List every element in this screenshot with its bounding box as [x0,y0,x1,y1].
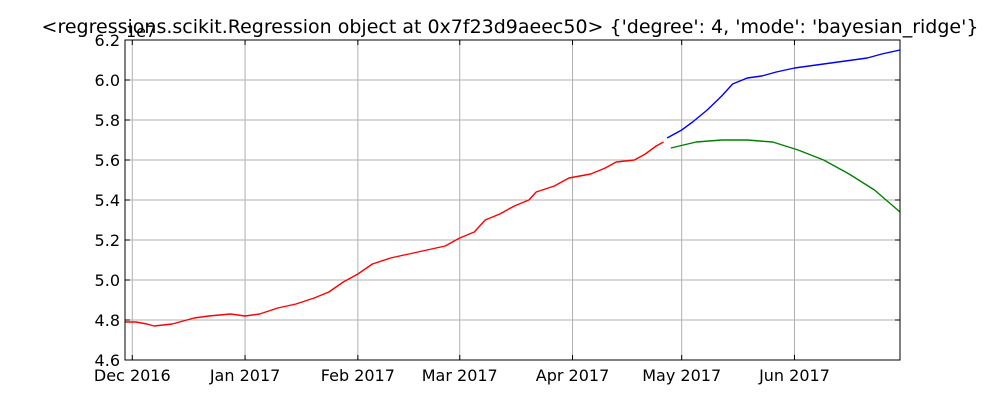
x-tick-label: Mar 2017 [422,366,498,385]
series-line-3 [670,139,901,213]
x-tick-label: May 2017 [642,366,721,385]
y-tick-label: 4.6 [95,351,120,370]
y-tick-label: 4.8 [95,311,120,330]
y-tick-label: 6.0 [95,71,120,90]
y-tick-label: 5.2 [95,231,120,250]
x-tick-label: Dec 2016 [94,366,171,385]
series-line-1 [125,141,664,327]
grid [125,39,900,361]
x-tick-label: Feb 2017 [321,366,395,385]
y-tick-label: 5.4 [95,191,120,210]
offset-label: 1e7 [126,22,156,41]
series-group [125,49,901,327]
chart-title: <regressions.scikit.Regression object at… [42,16,979,38]
y-tick-label: 5.8 [95,111,120,130]
series-line-2 [666,49,901,139]
y-tick-label: 6.2 [95,31,120,50]
x-axis: Dec 2016 Jan 2017 Feb 2017 Mar 2017 Apr 2017… [94,40,830,385]
y-tick-label: 5.0 [95,271,120,290]
x-tick-label: Jun 2017 [758,366,830,385]
y-axis: 4.6 4.8 5.0 5.2 5.4 5.6 5.8 6.0 6.2 [95,31,900,370]
x-tick-label: Jan 2017 [209,366,280,385]
y-tick-label: 5.6 [95,151,120,170]
x-tick-label: Apr 2017 [536,366,609,385]
